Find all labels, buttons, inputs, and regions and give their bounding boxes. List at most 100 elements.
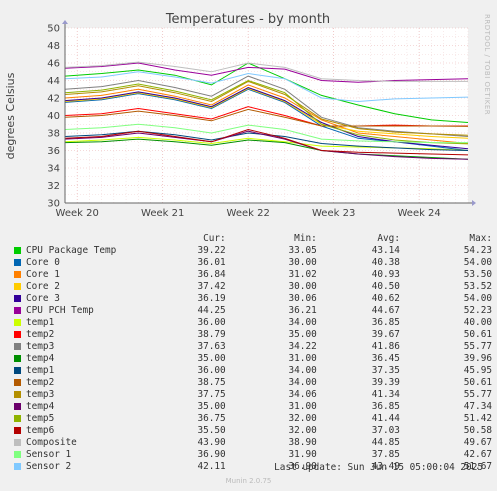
series-line xyxy=(64,138,469,160)
legend-row: temp4 35.00 31.00 36.45 39.96 xyxy=(12,353,492,365)
legend-row: CPU Package Temp 39.22 33.05 43.14 54.23 xyxy=(12,245,492,257)
legend-swatch xyxy=(14,451,21,458)
legend-row: temp1 36.00 34.00 36.85 40.00 xyxy=(12,317,492,329)
legend-series-name: temp2 xyxy=(26,377,55,388)
chart: Temperatures - by month degrees Celsius … xyxy=(0,0,497,232)
watermark: RRDTOOL / TOBI OETIKER xyxy=(483,14,491,115)
legend-min: 30.00 xyxy=(288,281,317,292)
legend-avg: 37.85 xyxy=(371,449,400,460)
legend-cur: 35.50 xyxy=(197,425,226,436)
legend-avg: 43.49 xyxy=(371,461,400,472)
legend-max: 50.58 xyxy=(463,425,492,436)
legend-series-name: Sensor 1 xyxy=(26,449,72,460)
y-axis-arrow xyxy=(62,20,68,24)
legend-series-name: Core 1 xyxy=(26,269,60,280)
x-tick-label: Week 20 xyxy=(56,208,99,219)
legend-series-name: temp3 xyxy=(26,389,55,400)
legend-cur: 36.00 xyxy=(197,317,226,328)
legend-row: temp1 36.00 34.00 37.35 45.95 xyxy=(12,365,492,377)
legend-series-name: CPU Package Temp xyxy=(26,245,117,256)
legend-cur: 35.00 xyxy=(197,353,226,364)
legend-avg: 44.85 xyxy=(371,437,400,448)
series-line xyxy=(64,62,469,123)
legend-cur: 39.22 xyxy=(197,245,226,256)
legend-series-name: Composite xyxy=(26,437,77,448)
legend-min: 31.00 xyxy=(288,353,317,364)
y-tick-label: 30 xyxy=(47,199,60,210)
legend-min: 34.00 xyxy=(288,365,317,376)
legend-cur: 36.75 xyxy=(197,413,226,424)
series-line xyxy=(64,80,469,136)
legend-row: temp5 36.75 32.00 41.44 51.42 xyxy=(12,413,492,425)
legend-swatch xyxy=(14,391,21,398)
y-tick-label: 46 xyxy=(47,59,60,70)
legend-cur: 36.01 xyxy=(197,257,226,268)
legend-series-name: temp1 xyxy=(26,317,55,328)
legend-cur: 43.90 xyxy=(197,437,226,448)
legend-max: 53.52 xyxy=(463,281,492,292)
legend-min: 33.05 xyxy=(288,245,317,256)
legend-avg: 40.62 xyxy=(371,293,400,304)
legend-max: 50.61 xyxy=(463,377,492,388)
legend-series-name: Core 2 xyxy=(26,281,60,292)
legend-max: 51.67 xyxy=(463,461,492,472)
legend-min: 32.00 xyxy=(288,425,317,436)
legend-max: 54.00 xyxy=(463,293,492,304)
legend-row: Core 2 37.42 30.00 40.50 53.52 xyxy=(12,281,492,293)
legend-max: 52.23 xyxy=(463,305,492,316)
series-line xyxy=(64,106,468,127)
legend-header-cur: Cur: xyxy=(203,233,226,244)
legend-cur: 38.79 xyxy=(197,329,226,340)
y-tick-label: 50 xyxy=(47,24,60,35)
legend-min: 36.90 xyxy=(288,461,317,472)
legend-avg: 40.38 xyxy=(371,257,400,268)
legend-max: 55.77 xyxy=(463,389,492,400)
legend-swatch xyxy=(14,343,21,350)
legend-avg: 40.50 xyxy=(371,281,400,292)
series-line xyxy=(64,79,469,145)
series-line xyxy=(64,128,469,156)
legend-min: 38.90 xyxy=(288,437,317,448)
legend-max: 51.42 xyxy=(463,413,492,424)
legend-max: 45.95 xyxy=(463,365,492,376)
x-axis-arrow xyxy=(472,200,476,206)
legend-min: 34.00 xyxy=(288,317,317,328)
legend-swatch xyxy=(14,295,21,302)
legend-max: 55.77 xyxy=(463,341,492,352)
series-line xyxy=(64,71,469,103)
series-line xyxy=(64,87,469,139)
y-tick-label: 44 xyxy=(47,76,60,87)
legend-swatch xyxy=(14,319,21,326)
legend-row: temp6 35.50 32.00 37.03 50.58 xyxy=(12,425,492,437)
legend-max: 47.34 xyxy=(463,401,492,412)
legend-series-name: temp2 xyxy=(26,329,55,340)
legend-swatch xyxy=(14,379,21,386)
y-tick-label: 40 xyxy=(47,111,60,122)
x-tick-label: Week 24 xyxy=(397,208,440,219)
legend-swatch xyxy=(14,247,21,254)
y-tick-label: 42 xyxy=(47,94,60,105)
legend-max: 40.00 xyxy=(463,317,492,328)
legend-cur: 36.84 xyxy=(197,269,226,280)
legend-series-name: Core 0 xyxy=(26,257,60,268)
legend-avg: 36.85 xyxy=(371,401,400,412)
legend-cur: 35.00 xyxy=(197,401,226,412)
legend-swatch xyxy=(14,463,21,470)
legend-max: 53.50 xyxy=(463,269,492,280)
y-tick-label: 34 xyxy=(47,164,60,175)
legend-avg: 36.85 xyxy=(371,317,400,328)
legend-min: 31.02 xyxy=(288,269,317,280)
legend-series-name: Sensor 2 xyxy=(26,461,72,472)
x-tick-label: Week 22 xyxy=(227,208,270,219)
legend-cur: 37.63 xyxy=(197,341,226,352)
legend-cur: 38.75 xyxy=(197,377,226,388)
legend-series-name: temp1 xyxy=(26,365,55,376)
x-tick-label: Week 21 xyxy=(141,208,184,219)
legend-max: 39.96 xyxy=(463,353,492,364)
series-line xyxy=(64,130,469,160)
legend-row: Composite 43.90 38.90 44.85 49.67 xyxy=(12,437,492,449)
legend-cur: 44.25 xyxy=(197,305,226,316)
legend-swatch xyxy=(14,355,21,362)
legend-max: 54.00 xyxy=(463,257,492,268)
legend-avg: 39.67 xyxy=(371,329,400,340)
